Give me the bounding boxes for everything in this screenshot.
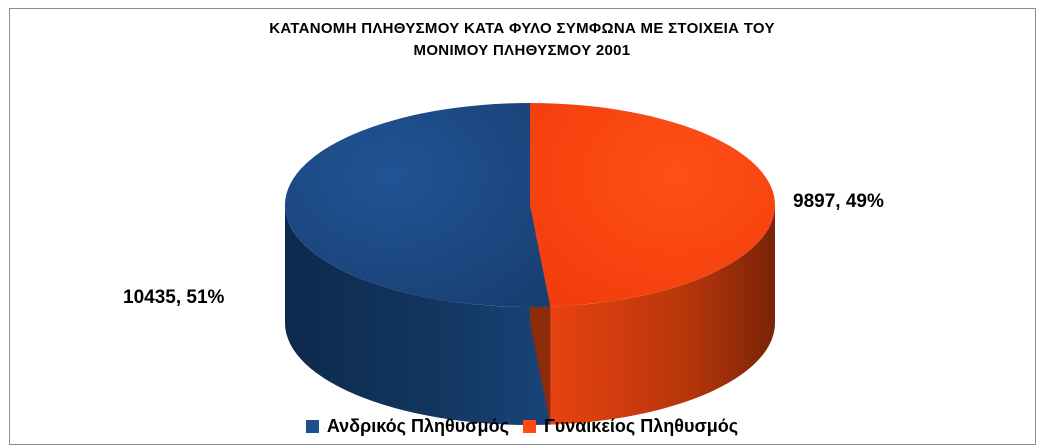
pie-slice-female <box>530 103 775 307</box>
chart-title-line-2: ΜΟΝΙΜΟΥ ΠΛΗΘΥΣΜΟΥ 2001 <box>413 42 631 59</box>
legend-label-male: Ανδρικός Πληθυσμός <box>326 416 509 436</box>
legend-swatch-female <box>522 420 536 433</box>
legend-swatch-male <box>305 420 319 433</box>
chart-title: ΚΑΤΑΝΟΜΗ ΠΛΗΘΥΣΜΟΥ ΚΑΤΑ ΦΥΛΟ ΣΥΜΦΩΝΑ ΜΕ … <box>0 18 1044 62</box>
data-label-female: 9897, 49% <box>793 191 884 212</box>
legend-item-male: Ανδρικός Πληθυσμός <box>305 416 509 437</box>
legend: Ανδρικός Πληθυσμός Γυναικείος Πληθυσμός <box>0 416 1044 437</box>
pie-side-female <box>550 205 775 425</box>
data-label-male: 10435, 51% <box>123 287 225 308</box>
legend-label-female: Γυναικείος Πληθυσμός <box>543 416 739 436</box>
chart-title-line-1: ΚΑΤΑΝΟΜΗ ΠΛΗΘΥΣΜΟΥ ΚΑΤΑ ΦΥΛΟ ΣΥΜΦΩΝΑ ΜΕ … <box>269 20 775 37</box>
pie-side-male <box>285 205 551 425</box>
pie-slice-male <box>284 103 551 307</box>
legend-item-female: Γυναικείος Πληθυσμός <box>522 416 739 437</box>
